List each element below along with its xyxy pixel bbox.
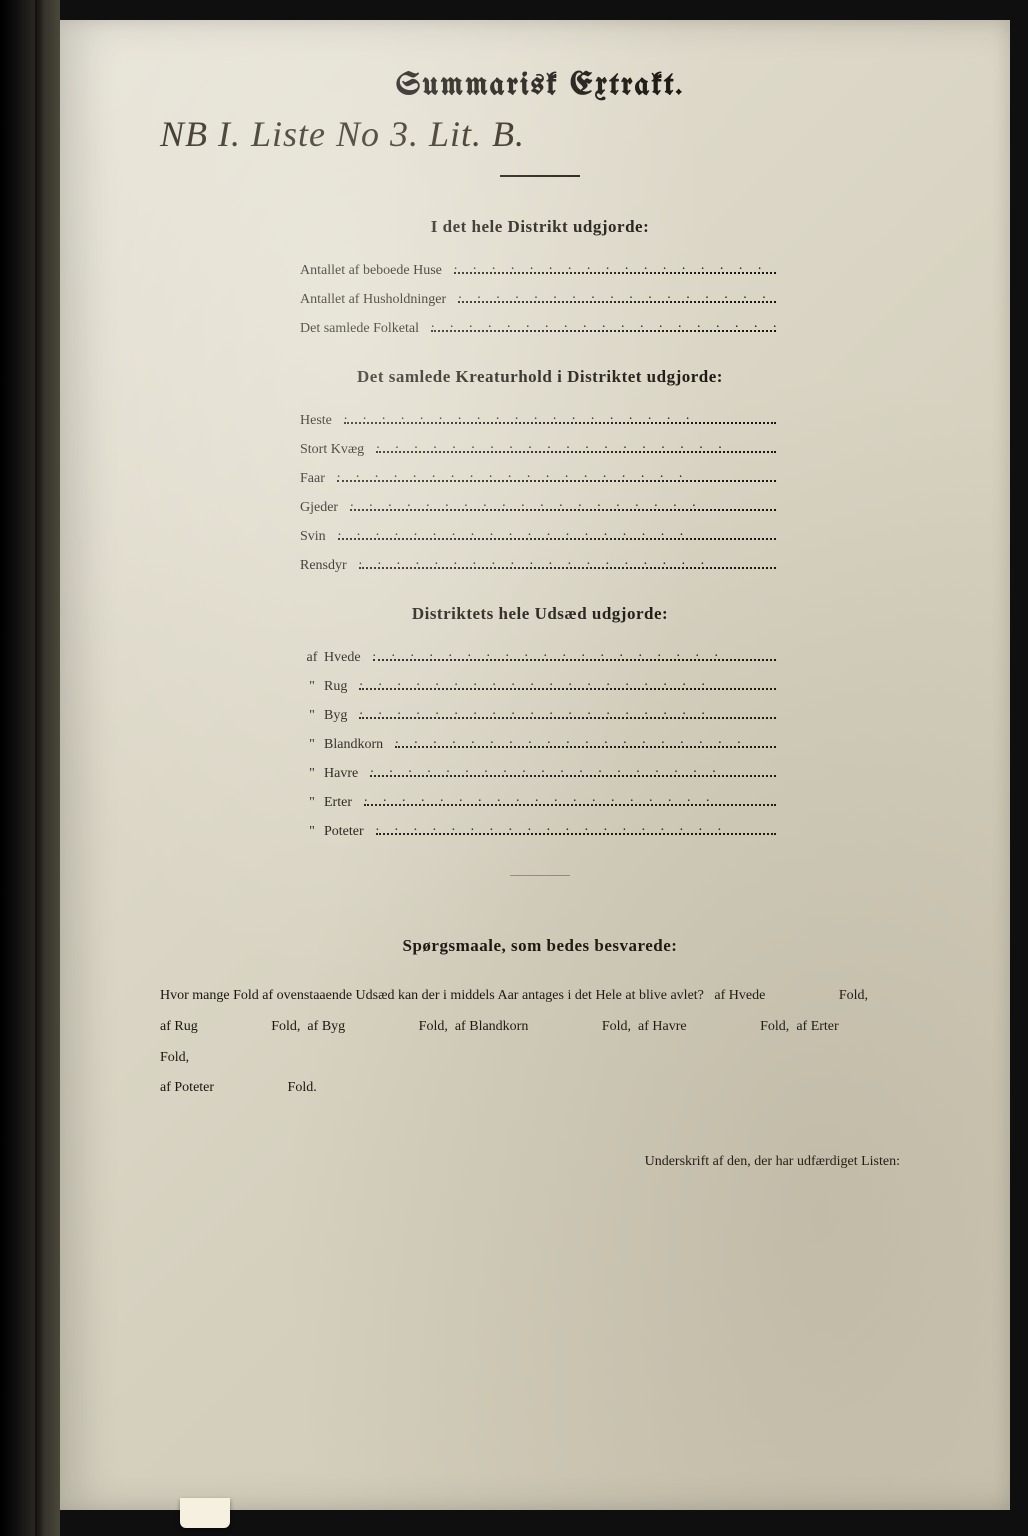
page-tab <box>180 1498 230 1528</box>
section1-heading: I det hele Distrikt udgjorde: <box>140 217 940 237</box>
book-binding <box>0 0 60 1536</box>
section1-list: Antallet af beboede Huse Antallet af Hus… <box>300 262 780 337</box>
questions-section: Spørgsmaale, som bedes besvarede: Hvor m… <box>140 936 940 1104</box>
item-prefix: " <box>300 795 324 811</box>
dot-leader <box>431 320 776 332</box>
crop-name: Byg <box>322 1019 345 1034</box>
list-item: Rensdyr <box>300 557 780 574</box>
list-item: " Byg <box>300 707 780 724</box>
list-item: Heste <box>300 412 780 429</box>
title-underline <box>500 175 580 177</box>
item-prefix: " <box>300 708 324 724</box>
item-label: Stort Kvæg <box>300 442 372 458</box>
dot-leader <box>344 412 776 424</box>
item-label: Hvede <box>324 650 369 666</box>
handwritten-annotation: NB I. Liste No 3. Lit. B. <box>160 113 940 155</box>
dot-leader <box>454 262 776 274</box>
dot-leader <box>337 470 776 482</box>
list-item: " Blandkorn <box>300 736 780 753</box>
section2-heading: Det samlede Kreaturhold i Distriktet udg… <box>140 367 940 387</box>
list-item: " Erter <box>300 794 780 811</box>
crop-prefix: af <box>714 988 725 1003</box>
crop-prefix: af <box>160 1080 171 1095</box>
item-label: Poteter <box>324 824 372 840</box>
item-label: Havre <box>324 766 366 782</box>
item-label: Heste <box>300 413 340 429</box>
item-prefix: " <box>300 679 324 695</box>
crop-name: Blandkorn <box>469 1019 528 1034</box>
item-label: Det samlede Folketal <box>300 321 427 337</box>
dot-leader <box>338 528 776 540</box>
item-label: Antallet af Husholdninger <box>300 292 454 308</box>
item-label: Faar <box>300 471 333 487</box>
dot-leader <box>395 736 776 748</box>
list-item: Antallet af Husholdninger <box>300 291 780 308</box>
section3-list: af Hvede " Rug " Byg " Blandkorn " H <box>300 649 780 840</box>
item-prefix: af <box>300 650 324 666</box>
crop-unit: Fold, <box>419 1019 448 1034</box>
crop-name: Hvede <box>729 988 766 1003</box>
crop-unit: Fold, <box>160 1050 189 1065</box>
item-label: Byg <box>324 708 355 724</box>
crop-unit: Fold. <box>288 1080 317 1095</box>
page-title: Summarisk Extrakt. <box>140 70 940 103</box>
item-prefix: " <box>300 737 324 753</box>
question-intro: Hvor mange Fold af ovenstaaende Udsæd ka… <box>160 988 704 1003</box>
list-item: Faar <box>300 470 780 487</box>
dot-leader <box>458 291 776 303</box>
crop-prefix: af <box>160 1019 171 1034</box>
crop-unit: Fold, <box>602 1019 631 1034</box>
dot-leader <box>359 707 776 719</box>
section3-heading: Distriktets hele Udsæd udgjorde: <box>140 604 940 624</box>
dot-leader <box>359 678 776 690</box>
crop-prefix: af <box>638 1019 649 1034</box>
list-item: " Poteter <box>300 823 780 840</box>
list-item: Gjeder <box>300 499 780 516</box>
dot-leader <box>359 557 776 569</box>
dot-leader <box>376 823 776 835</box>
crop-unit: Fold, <box>760 1019 789 1034</box>
list-item: af Hvede <box>300 649 780 666</box>
questions-heading: Spørgsmaale, som bedes besvarede: <box>140 936 940 956</box>
scan-frame: Summarisk Extrakt. NB I. Liste No 3. Lit… <box>0 0 1028 1536</box>
item-label: Blandkorn <box>324 737 391 753</box>
dot-leader <box>376 441 776 453</box>
dot-leader <box>373 649 776 661</box>
section2-list: Heste Stort Kvæg Faar Gjeder Svin Rensdy… <box>300 412 780 574</box>
crop-prefix: af <box>307 1019 318 1034</box>
item-label: Svin <box>300 529 334 545</box>
crop-name: Erter <box>811 1019 839 1034</box>
crop-name: Poteter <box>174 1080 214 1095</box>
crop-prefix: af <box>796 1019 807 1034</box>
dot-leader <box>350 499 776 511</box>
dot-leader <box>364 794 776 806</box>
list-item: Stort Kvæg <box>300 441 780 458</box>
item-label: Rug <box>324 679 355 695</box>
item-label: Antallet af beboede Huse <box>300 263 450 279</box>
crop-unit: Fold, <box>271 1019 300 1034</box>
signature-label: Underskrift af den, der har udfærdiget L… <box>140 1154 940 1170</box>
crop-unit: Fold, <box>839 988 868 1003</box>
document-page: Summarisk Extrakt. NB I. Liste No 3. Lit… <box>60 20 1010 1510</box>
list-item: " Havre <box>300 765 780 782</box>
item-label: Rensdyr <box>300 558 355 574</box>
question-text: Hvor mange Fold af ovenstaaende Udsæd ka… <box>140 981 940 1104</box>
item-prefix: " <box>300 824 324 840</box>
item-label: Gjeder <box>300 500 346 516</box>
list-item: Svin <box>300 528 780 545</box>
list-item: Det samlede Folketal <box>300 320 780 337</box>
section-divider <box>510 875 570 876</box>
crop-name: Havre <box>652 1019 686 1034</box>
crop-name: Rug <box>174 1019 197 1034</box>
dot-leader <box>370 765 776 777</box>
list-item: " Rug <box>300 678 780 695</box>
crop-prefix: af <box>455 1019 466 1034</box>
item-label: Erter <box>324 795 360 811</box>
list-item: Antallet af beboede Huse <box>300 262 780 279</box>
item-prefix: " <box>300 766 324 782</box>
